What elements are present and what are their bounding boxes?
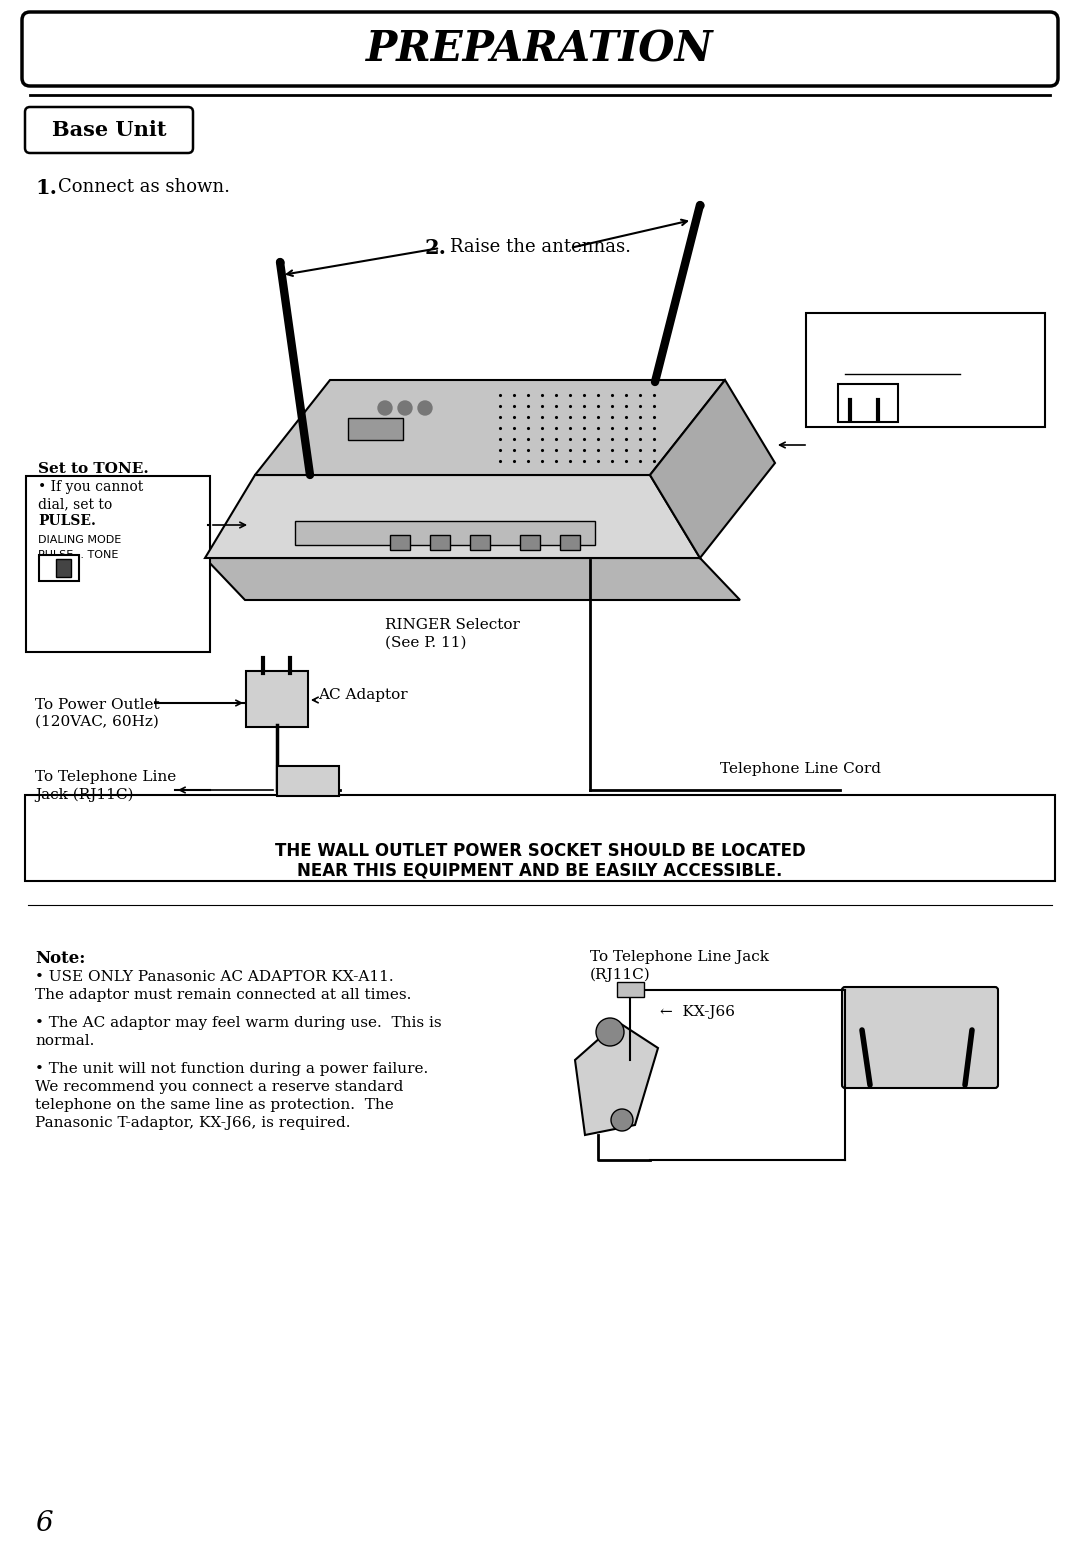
FancyBboxPatch shape [842,987,998,1087]
Text: Note:: Note: [35,950,85,967]
Text: Jack (RJ11C): Jack (RJ11C) [35,788,134,802]
Circle shape [596,1019,624,1047]
Text: The adaptor must remain connected at all times.: The adaptor must remain connected at all… [35,987,411,1002]
Polygon shape [205,474,700,558]
FancyBboxPatch shape [838,384,897,423]
Text: normal.: normal. [35,1034,94,1048]
Text: Base Unit: Base Unit [52,120,166,140]
Text: adaptor cord to: adaptor cord to [818,348,937,362]
Text: 1.: 1. [35,178,57,198]
Text: ←  KX-J66: ← KX-J66 [660,1005,735,1019]
FancyBboxPatch shape [39,555,79,580]
FancyBboxPatch shape [617,981,644,997]
Text: PULSE.: PULSE. [38,513,96,527]
Text: AC Adaptor: AC Adaptor [318,688,407,702]
FancyBboxPatch shape [246,671,308,727]
FancyBboxPatch shape [22,12,1058,86]
FancyBboxPatch shape [470,535,490,551]
Polygon shape [575,1022,658,1136]
Text: 6: 6 [35,1510,53,1537]
Text: 2.: 2. [426,239,447,257]
Text: To Telephone Line: To Telephone Line [35,771,176,785]
Text: telephone on the same line as protection.  The: telephone on the same line as protection… [35,1098,394,1112]
FancyBboxPatch shape [806,314,1045,427]
Circle shape [399,401,411,415]
Text: Connect as shown.: Connect as shown. [58,178,230,197]
FancyBboxPatch shape [276,766,339,796]
FancyBboxPatch shape [25,108,193,153]
Circle shape [418,401,432,415]
Text: To Telephone Line Jack: To Telephone Line Jack [590,950,769,964]
Polygon shape [255,381,725,474]
Text: Telephone Line Cord: Telephone Line Cord [720,761,881,775]
Text: PREPARATION: PREPARATION [366,28,714,70]
Polygon shape [650,381,775,558]
Text: • The AC adaptor may feel warm during use.  This is: • The AC adaptor may feel warm during us… [35,1016,442,1030]
Text: Set to TONE.: Set to TONE. [38,462,149,476]
Text: the cord holder.: the cord holder. [818,367,941,381]
Text: dial, set to: dial, set to [38,498,112,512]
FancyBboxPatch shape [26,476,210,652]
Text: DIALING MODE: DIALING MODE [38,535,121,544]
Text: To Power Outlet: To Power Outlet [35,697,160,711]
Text: We recommend you connect a reserve standard: We recommend you connect a reserve stand… [35,1080,403,1094]
FancyBboxPatch shape [25,796,1055,881]
Circle shape [611,1109,633,1131]
Text: PULSE .. TONE: PULSE .. TONE [38,551,119,560]
Text: NEAR THIS EQUIPMENT AND BE EASILY ACCESSIBLE.: NEAR THIS EQUIPMENT AND BE EASILY ACCESS… [297,861,783,878]
FancyBboxPatch shape [561,535,580,551]
FancyBboxPatch shape [430,535,450,551]
FancyBboxPatch shape [56,558,71,577]
Polygon shape [205,558,740,601]
Text: Panasonic T-adaptor, KX-J66, is required.: Panasonic T-adaptor, KX-J66, is required… [35,1115,351,1129]
Text: (120VAC, 60Hz): (120VAC, 60Hz) [35,714,159,729]
FancyBboxPatch shape [348,418,403,440]
Text: (RJ11C): (RJ11C) [590,969,651,983]
FancyBboxPatch shape [390,535,410,551]
Text: THE WALL OUTLET POWER SOCKET SHOULD BE LOCATED: THE WALL OUTLET POWER SOCKET SHOULD BE L… [274,842,806,860]
Circle shape [378,401,392,415]
Text: RINGER Selector: RINGER Selector [384,618,519,632]
Text: • If you cannot: • If you cannot [38,480,144,495]
Text: • USE ONLY Panasonic AC ADAPTOR KX-A11.: • USE ONLY Panasonic AC ADAPTOR KX-A11. [35,970,393,984]
Text: Fasten the AC: Fasten the AC [818,331,927,345]
Text: (See P. 11): (See P. 11) [384,636,467,651]
Text: • The unit will not function during a power failure.: • The unit will not function during a po… [35,1062,429,1076]
Text: Raise the antennas.: Raise the antennas. [450,239,631,256]
FancyBboxPatch shape [295,521,595,544]
FancyBboxPatch shape [519,535,540,551]
